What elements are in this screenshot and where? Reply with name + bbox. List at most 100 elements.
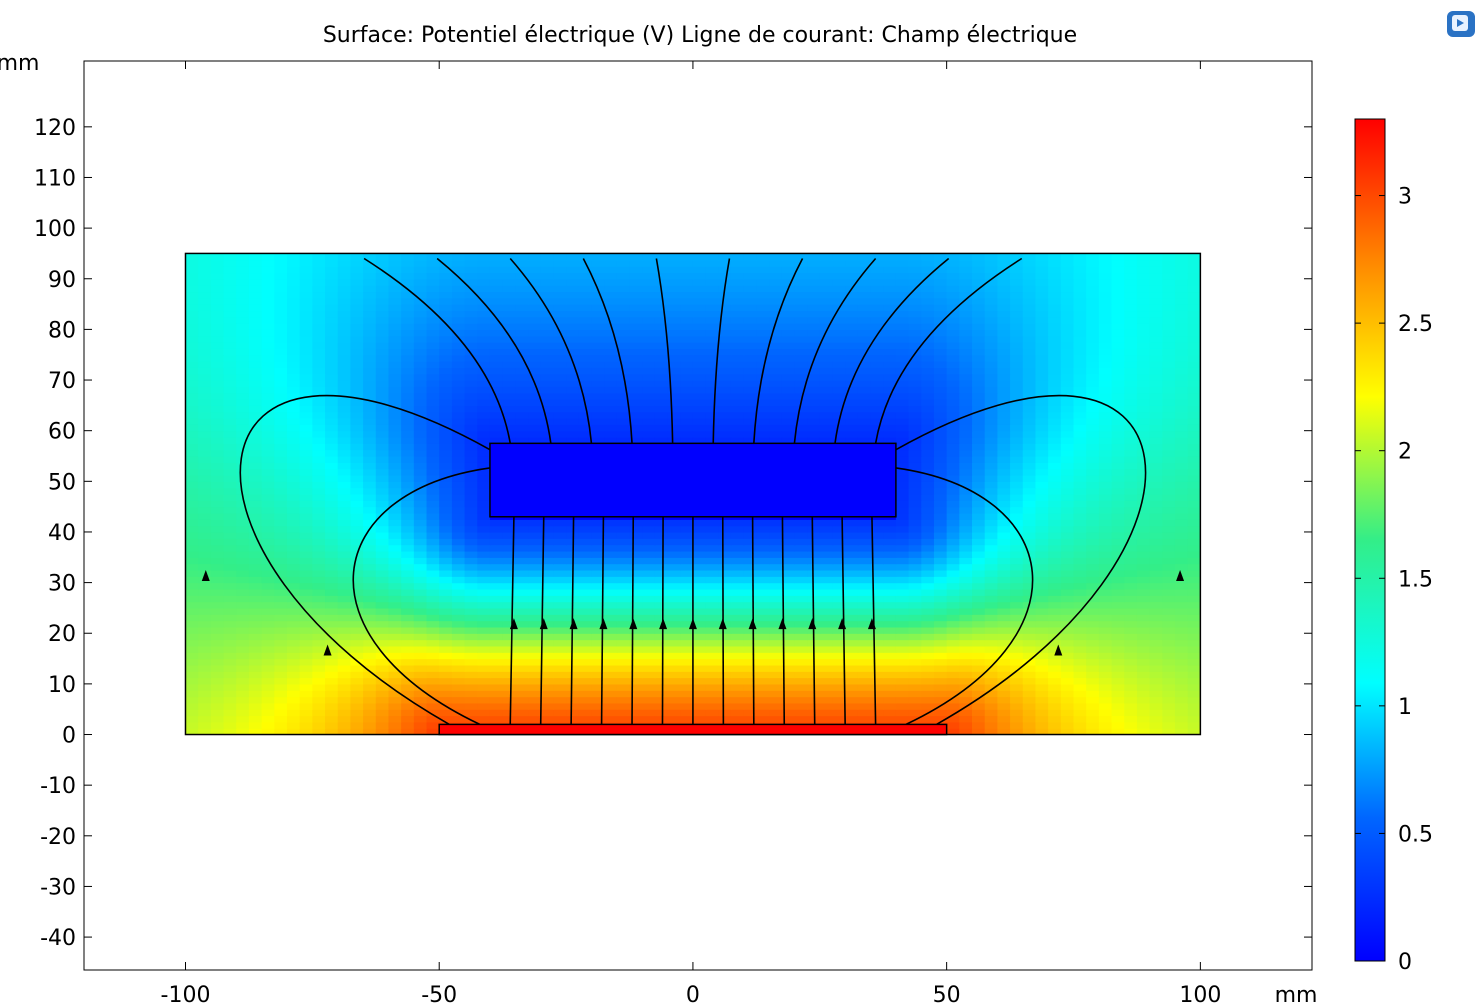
- heatmap-cell: [502, 683, 516, 691]
- heatmap-cell: [654, 569, 669, 577]
- heatmap-cell: [1060, 493, 1075, 501]
- heatmap-cell: [1048, 506, 1062, 514]
- heatmap-cell: [1174, 392, 1189, 400]
- heatmap-cell: [667, 418, 681, 425]
- heatmap-cell: [718, 683, 732, 691]
- heatmap-cell: [337, 418, 352, 425]
- heatmap-cell: [375, 449, 390, 457]
- heatmap-cell: [1124, 601, 1138, 609]
- heatmap-cell: [794, 709, 808, 717]
- heatmap-cell: [413, 506, 428, 514]
- heatmap-cell: [654, 418, 669, 425]
- heatmap-cell: [629, 386, 643, 394]
- heatmap-cell: [1136, 462, 1151, 470]
- heatmap-cell: [528, 569, 542, 577]
- heatmap-cell: [972, 677, 986, 685]
- heatmap-cell: [528, 633, 542, 641]
- heatmap-cell: [248, 335, 263, 343]
- heatmap-cell: [921, 399, 935, 406]
- heatmap-cell: [299, 614, 313, 622]
- heatmap-cell: [198, 506, 212, 514]
- heatmap-cell: [553, 633, 567, 641]
- heatmap-cell: [921, 626, 935, 634]
- heatmap-cell: [1022, 405, 1037, 413]
- heatmap-cell: [756, 405, 770, 413]
- heatmap-cell: [667, 519, 681, 527]
- heatmap-cell: [553, 538, 567, 546]
- heatmap-cell: [692, 709, 707, 717]
- heatmap-cell: [1086, 437, 1100, 444]
- heatmap-cell: [1149, 690, 1163, 698]
- heatmap-cell: [248, 576, 263, 584]
- heatmap-cell: [325, 430, 339, 438]
- heatmap-cell: [1149, 671, 1163, 679]
- heatmap-cell: [616, 664, 631, 672]
- heatmap-cell: [604, 544, 618, 552]
- heatmap-cell: [857, 652, 872, 660]
- heatmap-cell: [413, 449, 428, 457]
- heatmap-cell: [1174, 525, 1189, 533]
- heatmap-cell: [464, 569, 478, 577]
- heatmap-cell: [350, 342, 364, 349]
- heatmap-cell: [769, 380, 783, 387]
- heatmap-cell: [337, 607, 352, 615]
- heatmap-cell: [426, 424, 440, 432]
- heatmap-cell: [1111, 702, 1125, 710]
- heatmap-cell: [692, 690, 707, 698]
- heatmap-cell: [261, 614, 275, 622]
- heatmap-cell: [1060, 614, 1075, 622]
- heatmap-cell: [274, 411, 288, 419]
- heatmap-cell: [933, 626, 948, 634]
- heatmap-cell: [261, 715, 275, 723]
- heatmap-cell: [236, 620, 250, 628]
- heatmap-cell: [1124, 728, 1138, 735]
- heatmap-cell: [439, 519, 453, 527]
- heatmap-cell: [946, 538, 960, 546]
- heatmap-cell: [299, 538, 313, 546]
- heatmap-cell: [743, 544, 757, 552]
- heatmap-cell: [997, 728, 1011, 735]
- heatmap-cell: [730, 354, 745, 362]
- heatmap-cell: [1149, 348, 1163, 356]
- heatmap-cell: [832, 538, 846, 546]
- heatmap-cell: [185, 728, 199, 735]
- heatmap-cell: [946, 386, 960, 394]
- heatmap-cell: [819, 683, 834, 691]
- heatmap-cell: [781, 664, 796, 672]
- heatmap-cell: [616, 342, 631, 349]
- heatmap-cell: [337, 683, 352, 691]
- heatmap-cell: [692, 519, 707, 527]
- heatmap-cell: [337, 437, 352, 444]
- heatmap-cell: [845, 645, 859, 653]
- heatmap-cell: [705, 626, 719, 634]
- heatmap-cell: [794, 626, 808, 634]
- heatmap-cell: [1048, 361, 1062, 368]
- heatmap-cell: [1162, 474, 1176, 482]
- heatmap-cell: [908, 696, 922, 704]
- heatmap-cell: [1022, 588, 1037, 596]
- heatmap-cell: [819, 652, 834, 660]
- heatmap-cell: [1048, 709, 1062, 717]
- heatmap-cell: [1187, 367, 1201, 375]
- heatmap-cell: [1098, 380, 1113, 387]
- heatmap-cell: [730, 424, 745, 432]
- heatmap-cell: [756, 709, 770, 717]
- heatmap-cell: [1073, 614, 1087, 622]
- heatmap-cell: [210, 380, 225, 387]
- heatmap-cell: [1187, 405, 1201, 413]
- heatmap-cell: [198, 474, 212, 482]
- heatmap-cell: [325, 531, 339, 539]
- heatmap-cell: [312, 367, 326, 375]
- heatmap-cell: [477, 614, 491, 622]
- heatmap-cell: [997, 411, 1011, 419]
- heatmap-cell: [692, 367, 707, 375]
- heatmap-cell: [959, 392, 973, 400]
- heatmap-cell: [236, 474, 250, 482]
- heatmap-cell: [274, 354, 288, 362]
- heatmap-cell: [883, 690, 897, 698]
- heatmap-cell: [1010, 367, 1024, 375]
- heatmap-cell: [946, 544, 960, 552]
- heatmap-cell: [1162, 658, 1176, 666]
- heatmap-cell: [1098, 715, 1113, 723]
- heatmap-cell: [705, 576, 719, 584]
